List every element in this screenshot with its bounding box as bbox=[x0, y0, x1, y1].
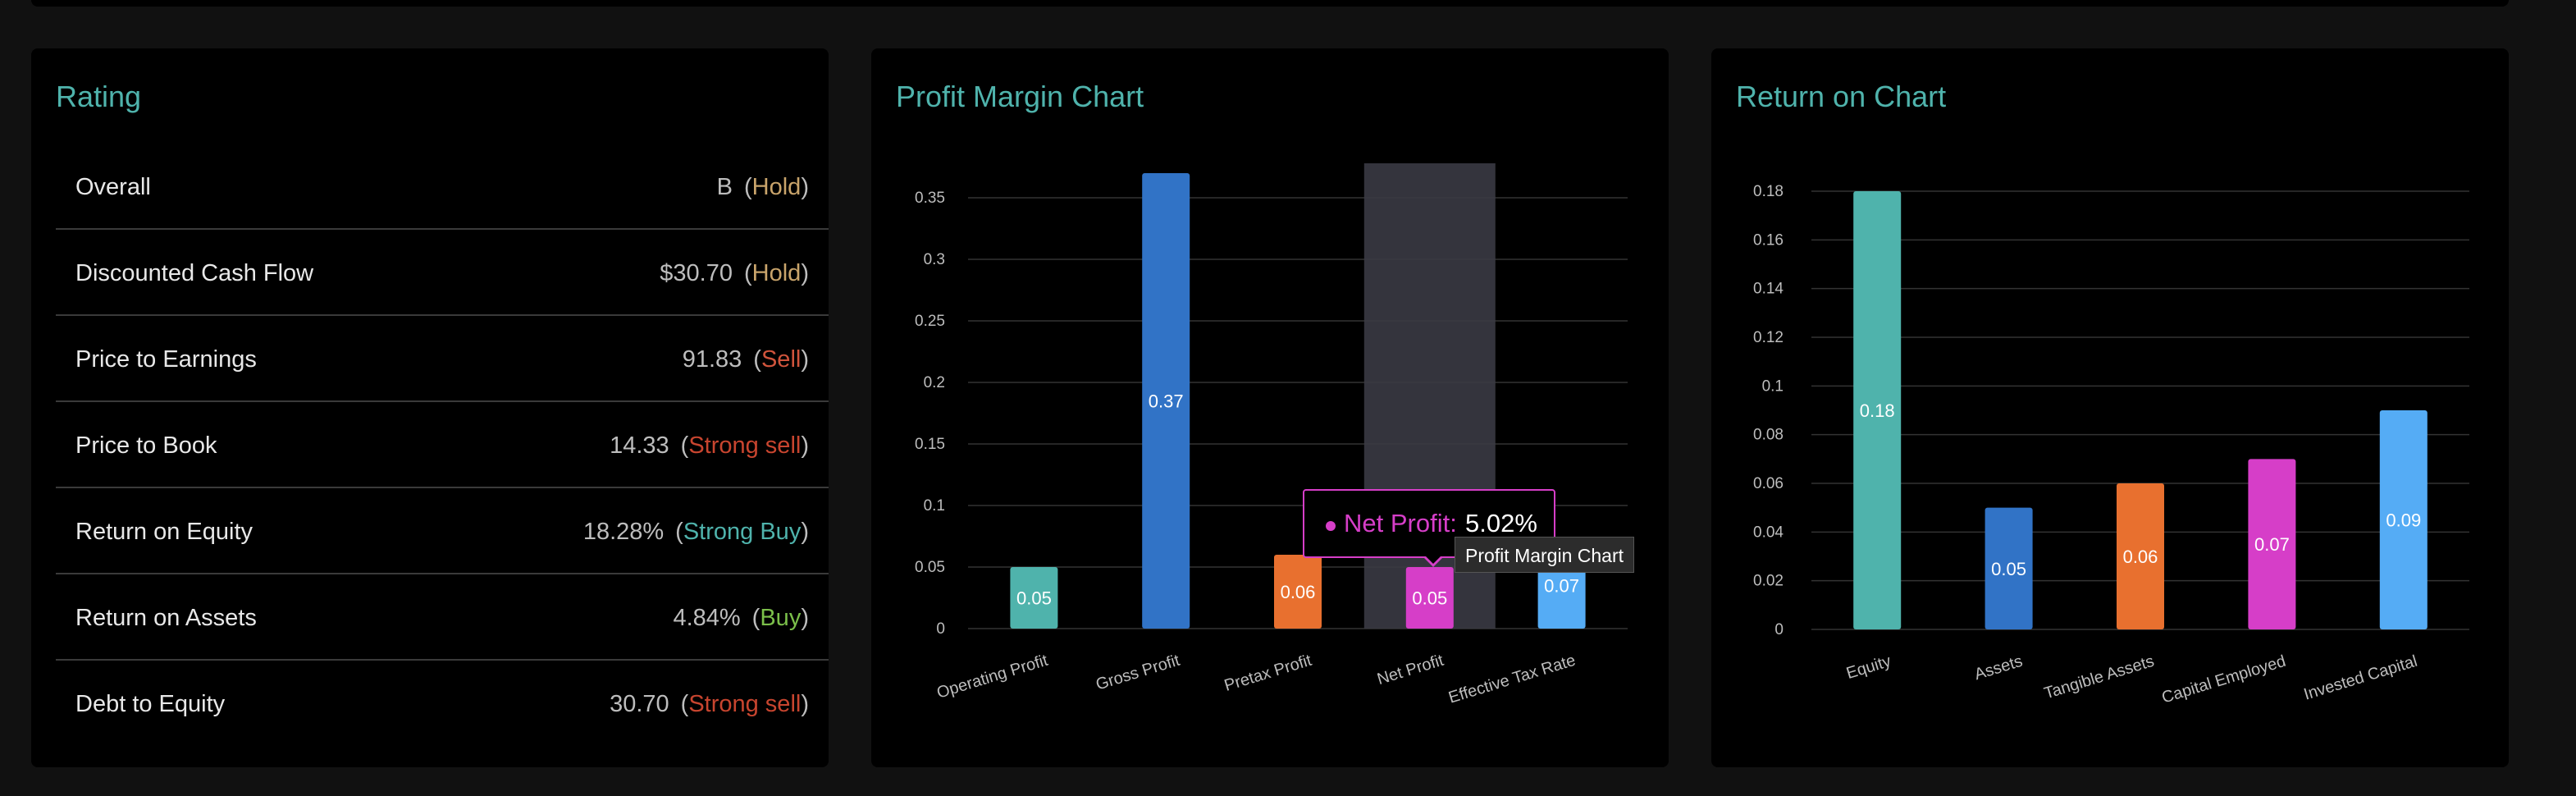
rating-row-recommendation: Strong Buy bbox=[683, 519, 802, 545]
rating-row-value: 14.33 bbox=[610, 432, 669, 459]
tooltip-label: Net Profit: bbox=[1344, 509, 1457, 538]
tooltip-value: 5.02% bbox=[1465, 509, 1537, 538]
y-tick-label: 0.14 bbox=[1753, 281, 1784, 298]
rating-row-label: Overall bbox=[75, 174, 151, 200]
bar bbox=[1010, 567, 1058, 629]
rating-row-recommendation: Strong sell bbox=[688, 691, 802, 717]
rating-table: Overall B (Hold) Discounted Cash Flow $30… bbox=[56, 144, 829, 747]
rating-row-value: 30.70 bbox=[610, 691, 669, 717]
y-tick-label: 0.05 bbox=[915, 559, 945, 576]
rating-row-label: Debt to Equity bbox=[75, 691, 226, 717]
rating-row-overall: Overall B (Hold) bbox=[56, 144, 829, 230]
rating-row-de: Debt to Equity 30.70 (Strong sell) bbox=[56, 661, 829, 747]
chart-name-hint: Profit Margin Chart bbox=[1455, 537, 1635, 573]
y-tick-label: 0 bbox=[1774, 621, 1784, 638]
top-panel-edge bbox=[31, 0, 2509, 7]
y-tick-label: 0.35 bbox=[915, 190, 945, 207]
bar bbox=[1985, 507, 2033, 629]
bar bbox=[2117, 483, 2164, 629]
y-tick-label: 0.18 bbox=[1753, 183, 1784, 200]
x-tick-label: Invested Capital bbox=[2302, 652, 2420, 704]
x-tick-label: Net Profit bbox=[1375, 652, 1446, 689]
return-on-title: Return on Chart bbox=[1736, 80, 1947, 113]
rating-row-value: 91.83 bbox=[682, 346, 742, 373]
bar-data-label: 0.07 bbox=[1544, 576, 1579, 597]
bar bbox=[1142, 173, 1190, 629]
rating-row-label: Discounted Cash Flow bbox=[75, 260, 314, 286]
tooltip-series-dot bbox=[1326, 521, 1336, 531]
x-tick-label: Equity bbox=[1844, 652, 1893, 683]
bar bbox=[1274, 555, 1322, 629]
x-tick-label: Pretax Profit bbox=[1222, 652, 1314, 695]
rating-row-recommendation: Strong sell bbox=[688, 432, 802, 459]
rating-panel: Rating Overall B (Hold) Discounted Cash F… bbox=[31, 48, 829, 767]
rating-row-dcf: Discounted Cash Flow $30.70 (Hold) bbox=[56, 230, 829, 316]
y-tick-label: 0.1 bbox=[924, 497, 945, 515]
y-tick-label: 0.08 bbox=[1753, 427, 1784, 444]
y-tick-label: 0.2 bbox=[924, 374, 945, 391]
y-tick-label: 0.25 bbox=[915, 313, 945, 330]
rating-row-recommendation: Hold bbox=[751, 260, 802, 286]
x-tick-label: Effective Tax Rate bbox=[1446, 652, 1578, 707]
bar-data-label: 0.05 bbox=[1991, 559, 2026, 579]
bar-data-label: 0.05 bbox=[1016, 588, 1052, 609]
rating-row-value: $30.70 bbox=[660, 260, 733, 286]
bar-data-label: 0.18 bbox=[1860, 400, 1895, 421]
y-tick-label: 0.12 bbox=[1753, 329, 1784, 346]
bar-data-label: 0.06 bbox=[2123, 547, 2158, 567]
y-tick-label: 0.06 bbox=[1753, 475, 1784, 492]
bar bbox=[2379, 410, 2428, 629]
rating-title: Rating bbox=[56, 80, 142, 113]
rating-row-pe: Price to Earnings 91.83 (Sell) bbox=[56, 316, 829, 402]
tooltip-caret-inner bbox=[1425, 556, 1441, 564]
y-tick-label: 0.02 bbox=[1753, 573, 1784, 590]
bar-data-label: 0.06 bbox=[1281, 582, 1316, 602]
y-tick-label: 0.16 bbox=[1753, 231, 1784, 249]
rating-row-value: 18.28% bbox=[582, 519, 665, 545]
rating-row-label: Price to Book bbox=[75, 432, 217, 459]
bar bbox=[1853, 191, 1902, 629]
return-on-chart: 0 0.02 0.04 0.06 0.08 0.1 0.12 0.14 0.16 0.18 0.18… bbox=[1753, 183, 2469, 707]
x-tick-label: Tangible Assets bbox=[2042, 652, 2156, 703]
bar bbox=[2248, 459, 2296, 629]
rating-row-roa: Return on Assets 4.84% (Buy) bbox=[56, 574, 829, 661]
rating-row-pb: Price to Book 14.33 (Strong sell) bbox=[56, 402, 829, 488]
bar-data-label: 0.37 bbox=[1149, 391, 1184, 412]
y-tick-label: 0.04 bbox=[1753, 524, 1784, 541]
rating-row-recommendation: Sell bbox=[760, 346, 802, 373]
x-tick-label: Gross Profit bbox=[1094, 652, 1182, 694]
rating-row-recommendation: Buy bbox=[760, 605, 802, 631]
profit-margin-panel: Profit Margin Chart 0 0.05 0.1 0.15 0.2 0.25 0… bbox=[871, 48, 1669, 767]
rating-row-value: 4.84% bbox=[673, 605, 741, 631]
y-tick-label: 0 bbox=[936, 620, 945, 638]
bar-data-label: 0.07 bbox=[2254, 534, 2290, 555]
y-tick-label: 0.15 bbox=[915, 436, 945, 453]
profit-margin-chart: 0 0.05 0.1 0.15 0.2 0.25 0.3 0.35 0.05 Operating … bbox=[915, 163, 1628, 707]
profit-margin-title: Profit Margin Chart bbox=[896, 80, 1144, 113]
bar-data-label: 0.05 bbox=[1412, 588, 1447, 609]
rating-row-label: Return on Assets bbox=[75, 605, 257, 631]
y-tick-label: 0.1 bbox=[1762, 377, 1784, 395]
x-tick-label: Assets bbox=[1972, 652, 2025, 684]
rating-row-recommendation: Hold bbox=[751, 174, 802, 200]
y-tick-label: 0.3 bbox=[924, 251, 945, 268]
x-tick-label: Capital Employed bbox=[2160, 652, 2288, 707]
rating-row-label: Return on Equity bbox=[75, 519, 253, 545]
bar bbox=[1405, 567, 1454, 629]
return-on-panel: Return on Chart 0 0.02 0.04 0.06 0.08 0.1 0.12… bbox=[1711, 48, 2509, 767]
rating-row-label: Price to Earnings bbox=[75, 346, 257, 373]
bar-data-label: 0.09 bbox=[2386, 510, 2421, 531]
x-tick-label: Operating Profit bbox=[934, 652, 1050, 702]
rating-row-roe: Return on Equity 18.28% (Strong Buy) bbox=[56, 488, 829, 574]
rating-row-value: B bbox=[716, 174, 733, 200]
